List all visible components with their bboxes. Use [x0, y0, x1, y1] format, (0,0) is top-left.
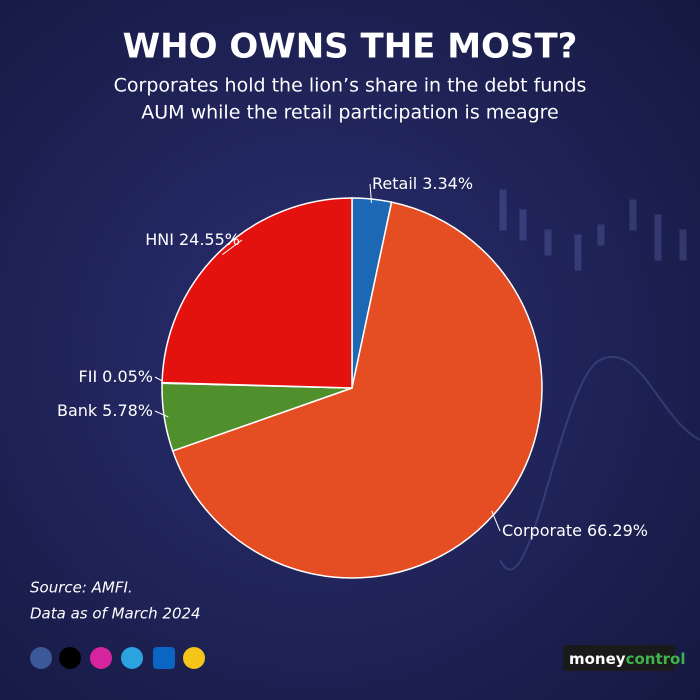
category-label: Corporate — [502, 521, 582, 540]
brand-part: money — [569, 650, 626, 668]
category-label: HNI — [145, 230, 174, 249]
social-icons — [30, 647, 205, 669]
koo-icon[interactable] — [183, 647, 205, 669]
leader-line — [491, 510, 501, 532]
category-label: Bank — [57, 401, 98, 420]
facebook-icon[interactable] — [30, 647, 52, 669]
slice-label: Bank 5.78% — [57, 401, 153, 420]
brand: moneycontrol — [569, 650, 685, 668]
pie-slice — [161, 197, 353, 389]
slice-label: Retail 3.34% — [372, 174, 473, 193]
background-decoration — [499, 189, 700, 571]
title: WHO OWNS THE MOST? — [123, 27, 578, 67]
value-label: 0.05% — [102, 367, 153, 386]
linkedin-icon[interactable] — [153, 647, 175, 669]
value-label: 5.78% — [102, 401, 153, 420]
pie-slice — [171, 201, 543, 579]
value-label: 3.34% — [422, 174, 473, 193]
leader-line — [369, 183, 372, 204]
subtitle: Corporates hold the lion’s share in the … — [114, 75, 587, 97]
pie: Retail 3.34%Corporate 66.29%Bank 5.78%FII 0.… — [57, 174, 648, 579]
slice-label: Corporate 66.29% — [502, 521, 648, 540]
date-note: Data as of March 2024 — [30, 605, 201, 623]
instagram-icon[interactable] — [90, 647, 112, 669]
category-label: Retail — [372, 174, 417, 193]
x-icon[interactable] — [59, 647, 81, 669]
value-label: 24.55% — [179, 230, 240, 249]
brand-box — [563, 645, 675, 671]
telegram-icon[interactable] — [121, 647, 143, 669]
slice-label: HNI 24.55% — [145, 230, 240, 249]
value-label: 66.29% — [587, 521, 648, 540]
slice-label: FII 0.05% — [79, 367, 153, 386]
leader-line — [222, 239, 243, 256]
subtitle: AUM while the retail participation is me… — [141, 102, 559, 124]
source-note: Source: AMFI. — [30, 579, 133, 597]
leader-line — [154, 410, 169, 418]
brand-part: control — [626, 650, 686, 668]
category-label: FII — [79, 367, 98, 386]
